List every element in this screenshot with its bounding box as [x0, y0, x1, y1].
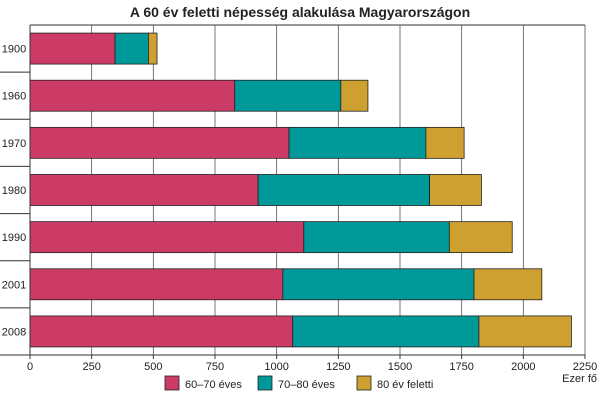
x-tick-label-2000: 2000 — [511, 361, 535, 373]
bar-1990-series-3 — [448, 221, 513, 254]
y-tick-label-1990: 1990 — [2, 232, 26, 244]
bar-2001-series-1 — [29, 268, 284, 301]
bar-2008-series-1 — [29, 315, 294, 348]
axes: 1900 1960 1970 1980 1990 2001 2008 0 250 500 750 10… — [0, 24, 597, 385]
bar-1980-series-1 — [29, 174, 259, 206]
legend-label-1: 60–70 éves — [185, 379, 242, 391]
bars — [29, 32, 572, 348]
bar-2001-series-2 — [282, 268, 475, 301]
chart-title: A 60 év feletti népesség alakulása Magya… — [130, 4, 470, 20]
bar-1970-series-1 — [29, 126, 290, 159]
legend-swatch-1 — [164, 375, 180, 391]
legend-label-2: 70–80 éves — [278, 379, 335, 391]
y-tick-label-1960: 1960 — [2, 91, 26, 103]
bar-1990-series-2 — [303, 221, 450, 254]
bar-2001-series-3 — [473, 268, 543, 301]
x-tick-label-500: 500 — [144, 361, 162, 373]
bar-1970-series-3 — [425, 126, 465, 159]
bar-2008-series-3 — [478, 315, 572, 348]
legend-label-3: 80 év feletti — [377, 379, 433, 391]
y-tick-label-2001: 2001 — [2, 279, 26, 291]
bar-1900-series-1 — [29, 32, 116, 65]
bar-1980-series-2 — [257, 174, 430, 206]
y-tick-label-1970: 1970 — [2, 138, 26, 150]
x-axis-label: Ezer fő — [562, 373, 597, 385]
bar-1990-series-1 — [29, 221, 305, 254]
x-tick-label-1750: 1750 — [449, 361, 473, 373]
x-tick-label-2250: 2250 — [573, 361, 597, 373]
x-tick-label-1000: 1000 — [264, 361, 288, 373]
x-tick-label-0: 0 — [27, 361, 33, 373]
bar-1960-series-1 — [29, 79, 236, 112]
y-tick-label-1980: 1980 — [2, 185, 26, 197]
bar-2008-series-2 — [292, 315, 480, 348]
bar-1960-series-2 — [234, 79, 342, 112]
x-tick-label-1250: 1250 — [326, 361, 350, 373]
x-tick-label-750: 750 — [206, 361, 224, 373]
bar-1900-series-2 — [114, 32, 149, 65]
bar-1980-series-3 — [429, 174, 482, 206]
x-tick-label-250: 250 — [82, 361, 100, 373]
legend-swatch-2 — [257, 375, 273, 391]
bar-1960-series-3 — [340, 79, 369, 112]
bar-1900-series-3 — [147, 32, 158, 65]
legend-swatch-3 — [356, 375, 372, 391]
bar-1970-series-2 — [288, 126, 427, 159]
legend: 60–70 éves 70–80 éves 80 év feletti — [164, 375, 433, 391]
x-tick-label-1500: 1500 — [388, 361, 412, 373]
y-tick-label-1900: 1900 — [2, 44, 26, 56]
y-tick-label-2008: 2008 — [2, 326, 26, 338]
